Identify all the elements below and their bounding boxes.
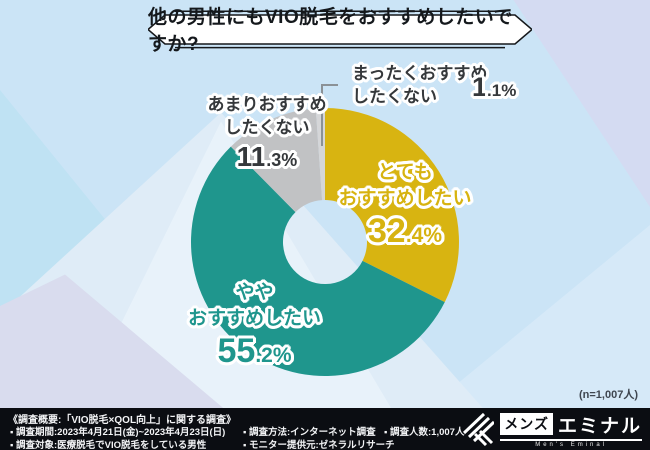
label-very-percent: 32.4% [367, 212, 442, 251]
label-fairly-line1: やや [235, 282, 274, 303]
title-banner-frame [148, 10, 532, 49]
title-banner: 他の男性にもVIO脱毛をおすすめしたいですか? [148, 7, 532, 55]
label-fairly-line2: おすすめしたい [187, 308, 321, 330]
label-not-at-all-line2: したくない [352, 87, 437, 107]
donut-segment-0 [325, 108, 459, 303]
brand-logo-text: メンズ エミナル Men's Eminal [500, 411, 642, 448]
label-very-recommend: とても おすすめしたい 32.4% [325, 160, 485, 250]
survey-target: ▪ 調査対象:医療脱毛でVIO脱毛をしている男性 [10, 440, 207, 450]
label-very-line2: おすすめしたい [338, 188, 472, 210]
survey-monitor: ▪ モニター提供元:ゼネラルリサーチ [243, 440, 395, 450]
survey-method: ▪ 調査方法:インターネット調査 [243, 427, 376, 438]
donut-segment-1 [190, 146, 445, 376]
brand-logo: メンズ エミナル Men's Eminal [462, 411, 642, 448]
brand-logo-subtitle: Men's Eminal [500, 438, 642, 448]
label-not-really-recommend: あまりおすすめ したくない 11.3% [182, 93, 352, 171]
label-very-line1: とても [377, 162, 433, 183]
label-not-at-all-recommend: まったくおすすめ したくない [352, 62, 522, 109]
survey-count: ▪ 調査人数:1,007人 [384, 427, 465, 438]
brand-logo-mark-icon [463, 412, 495, 446]
page-title: 他の男性にもVIO脱毛をおすすめしたいですか? [148, 7, 514, 55]
brand-logo-eminal: エミナル [557, 415, 642, 437]
label-not-at-all-percent: 1.1% [472, 72, 517, 102]
survey-overview-heading: 《調査概要:「VIO脱毛×QOL向上」に関する調査》 [8, 415, 237, 426]
donut-segment-2 [230, 108, 323, 213]
sample-size-note: (n=1,007人) [579, 389, 638, 401]
label-fairly-percent: 55.2% [217, 332, 292, 371]
label-not-really-percent: 11.3% [236, 140, 298, 172]
brand-logo-menz: メンズ [500, 413, 553, 435]
label-not-really-line1: あまりおすすめ [207, 95, 327, 114]
survey-footer: 《調査概要:「VIO脱毛×QOL向上」に関する調査》 ▪ 調査期間:2023年4… [0, 408, 650, 450]
survey-period: ▪ 調査期間:2023年4月21日(金)~2023年4月23日(日) [10, 427, 226, 438]
label-fairly-recommend: やや おすすめしたい 55.2% [172, 280, 337, 370]
label-not-really-line2: したくない [224, 118, 310, 138]
donut-chart [190, 108, 459, 376]
label-not-at-all-line1: まったくおすすめ [352, 64, 488, 83]
